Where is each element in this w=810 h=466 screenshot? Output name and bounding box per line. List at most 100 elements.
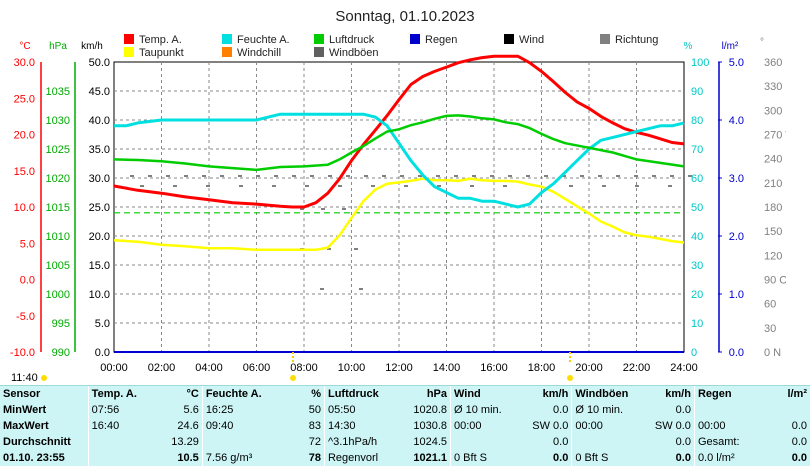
time-marker-2 (41, 375, 47, 381)
stats-row-3: 01.10. 23:55 10.5 7.56 g/m³ 78 Regenvorl 1021… (0, 450, 810, 466)
direction-dot-21 (508, 175, 512, 177)
stats-cell: 24.6 (177, 420, 199, 432)
legend-swatch-3 (410, 34, 420, 44)
legend-swatch-5 (600, 34, 610, 44)
pct-tick-0: 100 (691, 57, 709, 69)
direction-dot-26 (598, 175, 602, 177)
stats-cell: MinWert (3, 404, 47, 416)
hpa-tick-7: 1000 (46, 289, 70, 301)
x-tick-3: 06:00 (243, 362, 271, 374)
direction-dot-31 (688, 175, 692, 177)
pct-tick-6: 40 (691, 231, 703, 243)
legend-swatch-1 (222, 34, 232, 44)
x-tick-11: 22:00 (623, 362, 651, 374)
temp-tick-6: 0.0 (20, 275, 35, 287)
rain-tick-4: 1.0 (729, 289, 744, 301)
direction-dot-22 (526, 175, 530, 177)
stats-cell: 0.0 (675, 436, 691, 448)
pct-tick-4: 60 (691, 173, 703, 185)
stats-cell: 83 (308, 420, 321, 432)
statistics-panel: Sensor Temp. A. °C Feuchte A.% Luftdruck hPa W… (0, 385, 810, 466)
stats-cell: 0 Bft S (449, 450, 519, 466)
series-line-2 (114, 112, 685, 209)
rain-tick-3: 2.0 (729, 231, 744, 243)
side-panel-edge (786, 0, 810, 385)
stats-cell: 13.29 (171, 436, 199, 448)
stats-header-cell: % (311, 388, 321, 400)
stats-header-cell: Temp. A. (87, 386, 152, 402)
stats-cell: ^3.1hPa/h (323, 434, 397, 450)
stats-cell: 14:30 (323, 418, 397, 434)
pct-tick-2: 80 (691, 115, 703, 127)
legend-label-5: Richtung (615, 34, 658, 46)
direction-dot-16 (418, 175, 422, 177)
stats-cell (693, 402, 760, 418)
direction-dot-37 (305, 185, 309, 187)
x-tick-1: 02:00 (148, 362, 176, 374)
stats-cell: 0.0 (553, 436, 569, 448)
legend-label-0: Temp. A. (139, 34, 182, 46)
direction-dot-15 (400, 175, 404, 177)
kmh-tick-9: 5.0 (95, 318, 110, 330)
weather-chart: Sonntag, 01.10.2023 Temp. A. Feuchte A. Lu… (10, 8, 796, 381)
legend-swatch-0 (124, 34, 134, 44)
stats-row-1: MaxWert 16:40 24.6 09:40 83 14:30 1030.8 00:00 S… (0, 418, 810, 434)
direction-dot-18 (454, 175, 458, 177)
stats-cell: 1030.8 (413, 420, 447, 432)
stats-cell: 05:50 (323, 402, 397, 418)
stats-header-cell: hPa (426, 388, 447, 400)
unit-pct: % (684, 41, 693, 52)
direction-dot-36 (272, 185, 276, 187)
direction-dot-24 (562, 175, 566, 177)
legend-swatch-2 (314, 34, 324, 44)
rain-tick-1: 4.0 (729, 115, 744, 127)
pct-tick-1: 90 (691, 86, 703, 98)
stats-cell: Ø 10 min. (571, 402, 642, 418)
stats-cell (87, 450, 152, 466)
hpa-tick-5: 1010 (46, 231, 70, 243)
stats-cell: 50 (308, 404, 321, 416)
pct-tick-9: 10 (691, 318, 703, 330)
direction-dot-19 (472, 175, 476, 177)
direction-dot-5 (220, 175, 224, 177)
stats-cell: MaxWert (3, 420, 49, 432)
stats-cell: 1020.8 (413, 404, 447, 416)
dir-tick-12: 0 N (764, 347, 781, 359)
direction-dot-1 (148, 175, 152, 177)
stats-header-cell: Windböen (571, 386, 642, 402)
stats-header-cell: °C (186, 388, 199, 400)
x-tick-7: 14:00 (433, 362, 461, 374)
direction-dot-32 (140, 185, 144, 187)
stats-cell: Regenvorl (323, 450, 397, 466)
direction-dot-39 (371, 185, 375, 187)
hpa-tick-4: 1015 (46, 202, 70, 214)
chart-title: Sonntag, 01.10.2023 (335, 8, 474, 25)
stats-cell: 5.6 (183, 404, 199, 416)
stats-cell: 0.0 (553, 404, 569, 416)
direction-dot-38 (338, 185, 342, 187)
stats-cell: 0 Bft S (571, 450, 642, 466)
direction-dot-23 (544, 175, 548, 177)
rain-tick-0: 5.0 (729, 57, 744, 69)
direction-dot-4 (202, 175, 206, 177)
legend-label-2: Luftdruck (329, 34, 375, 46)
stats-cell (571, 434, 642, 450)
stats-cell: SW 0.0 (654, 420, 691, 432)
kmh-tick-2: 40.0 (89, 115, 110, 127)
stats-cell: 00:00 (693, 418, 760, 434)
hpa-tick-0: 1035 (46, 86, 70, 98)
direction-dot-47 (635, 185, 639, 187)
axes: 30.0 25.0 20.0 15.0 10.0 5.0 0.0 -5.0 -10.0 50.0 4… (10, 57, 796, 374)
direction-dot-56 (359, 288, 363, 290)
series-line-3 (113, 114, 685, 172)
hpa-tick-3: 1020 (46, 173, 70, 185)
x-tick-2: 04:00 (195, 362, 223, 374)
pct-tick-10: 0 (691, 347, 697, 359)
direction-dot-45 (569, 185, 573, 187)
dir-tick-6: 180 S (764, 202, 793, 214)
pct-tick-7: 30 (691, 260, 703, 272)
direction-dot-55 (320, 288, 324, 290)
direction-dot-17 (436, 175, 440, 177)
dir-tick-4: 240 (764, 154, 782, 166)
stats-cell (449, 434, 519, 450)
